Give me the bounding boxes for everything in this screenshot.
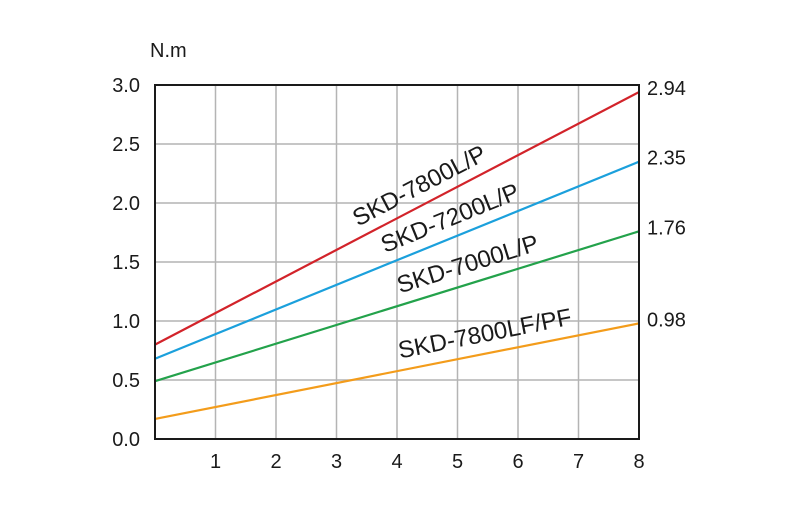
y-tick-label: 0.5 xyxy=(112,370,140,392)
x-tick-label: 8 xyxy=(633,451,644,473)
x-tick-label: 6 xyxy=(512,451,523,473)
end-value-labels: 2.94 2.35 1.76 0.98 xyxy=(647,78,686,331)
end-value-label: 1.76 xyxy=(647,217,686,239)
end-value-label: 0.98 xyxy=(647,309,686,331)
y-tick-label: 1.0 xyxy=(112,311,140,333)
y-tick-label: 3.0 xyxy=(112,75,140,97)
plot-frame xyxy=(154,84,640,440)
x-tick-label: 3 xyxy=(331,451,342,473)
end-value-label: 2.94 xyxy=(647,78,686,100)
series-label-4: SKD-7800LF/PF xyxy=(396,304,574,365)
x-tick-label: 4 xyxy=(391,451,402,473)
y-tick-label: 2.5 xyxy=(112,134,140,156)
x-tick-label: 5 xyxy=(452,451,463,473)
series-line-4 xyxy=(154,322,640,421)
series-line-1 xyxy=(154,91,640,346)
y-axis-unit-label: N.m xyxy=(150,40,187,62)
x-axis-ticks: 1 2 3 4 5 6 7 8 xyxy=(210,451,645,473)
y-tick-label: 0.0 xyxy=(112,429,140,451)
grid xyxy=(155,85,639,439)
x-tick-label: 7 xyxy=(573,451,584,473)
series-labels: SKD-7800L/PSKD-7200L/PSKD-7000L/PSKD-780… xyxy=(348,140,574,364)
y-tick-label: 2.0 xyxy=(112,193,140,215)
series-line-3 xyxy=(154,230,640,383)
end-value-label: 2.35 xyxy=(647,148,686,170)
y-tick-label: 1.5 xyxy=(112,252,140,274)
series-line-2 xyxy=(154,160,640,360)
y-axis-ticks: 0.0 0.5 1.0 1.5 2.0 2.5 3.0 xyxy=(112,75,140,451)
x-tick-label: 2 xyxy=(270,451,281,473)
x-tick-label: 1 xyxy=(210,451,221,473)
series-lines xyxy=(154,91,640,421)
